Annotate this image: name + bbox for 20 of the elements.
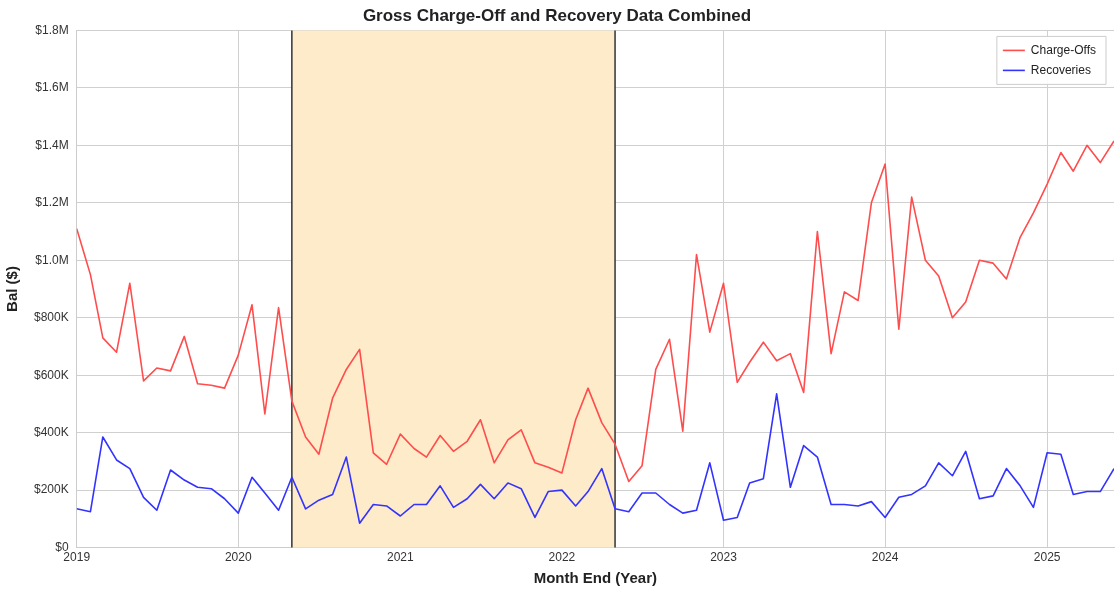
y-tick-label: $200K <box>34 482 69 497</box>
y-tick-label: $400K <box>34 424 69 439</box>
x-tick-label: 2024 <box>871 550 899 565</box>
y-axis-title: Bal ($) <box>3 266 21 312</box>
y-tick-label: $800K <box>34 310 69 325</box>
y-tick-label: $1.0M <box>35 252 69 267</box>
chart-title: Gross Charge-Off and Recovery Data Combined <box>362 5 752 25</box>
y-tick-label: $1.6M <box>35 80 69 95</box>
y-tick-label: $600K <box>34 367 69 382</box>
x-axis-title: Month End (Year) <box>533 569 658 587</box>
x-tick-label: 2025 <box>1033 550 1061 565</box>
x-tick-label: 2020 <box>224 550 252 565</box>
legend-label: Recoveries <box>1030 62 1091 77</box>
y-tick-label: $1.8M <box>35 22 69 37</box>
x-tick-label: 2022 <box>548 550 576 565</box>
x-tick-label: 2023 <box>710 550 738 565</box>
y-tick-label: $1.4M <box>35 137 69 152</box>
y-tick-label: $1.2M <box>35 195 69 210</box>
legend-label: Charge-Offs <box>1030 42 1096 57</box>
x-tick-label: 2021 <box>386 550 414 565</box>
